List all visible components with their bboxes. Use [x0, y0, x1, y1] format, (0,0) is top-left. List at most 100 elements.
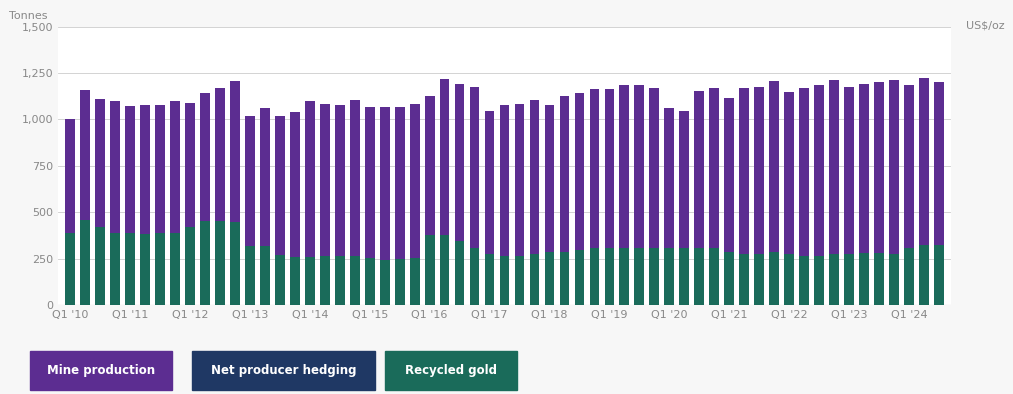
Bar: [844, 305, 854, 306]
Bar: [694, 305, 704, 306]
Bar: [590, 89, 600, 248]
Bar: [769, 81, 779, 252]
Bar: [814, 305, 824, 306]
Bar: [799, 305, 809, 306]
Bar: [155, 232, 165, 305]
Bar: [140, 305, 150, 306]
Bar: [260, 245, 269, 305]
Bar: [499, 106, 510, 256]
Bar: [440, 80, 450, 236]
Bar: [110, 101, 120, 232]
Bar: [934, 82, 944, 245]
Bar: [185, 227, 194, 305]
Bar: [424, 305, 435, 306]
Bar: [709, 248, 719, 305]
Bar: [410, 305, 419, 306]
Bar: [904, 248, 914, 305]
Bar: [290, 112, 300, 257]
Text: Mine production: Mine production: [48, 364, 155, 377]
Bar: [65, 119, 75, 232]
Bar: [889, 80, 899, 254]
Bar: [755, 87, 764, 254]
Bar: [335, 305, 344, 306]
Bar: [665, 248, 675, 305]
Bar: [170, 232, 180, 305]
Bar: [455, 305, 465, 306]
Bar: [724, 305, 734, 306]
Bar: [830, 305, 839, 306]
Bar: [724, 252, 734, 305]
Bar: [230, 81, 240, 223]
Bar: [470, 248, 479, 305]
Bar: [155, 104, 165, 232]
Bar: [605, 248, 614, 305]
Bar: [769, 305, 779, 306]
Bar: [484, 254, 494, 305]
Bar: [739, 305, 749, 306]
Bar: [215, 221, 225, 305]
Bar: [799, 88, 809, 256]
Bar: [380, 260, 390, 305]
Bar: [185, 103, 194, 227]
Bar: [65, 232, 75, 305]
Bar: [559, 305, 569, 306]
Bar: [605, 89, 614, 248]
Bar: [335, 256, 344, 305]
Bar: [140, 104, 150, 234]
Bar: [424, 236, 435, 305]
Bar: [260, 108, 269, 245]
Bar: [620, 85, 629, 248]
Bar: [230, 305, 240, 306]
Bar: [680, 248, 689, 305]
Bar: [530, 305, 539, 306]
Bar: [365, 258, 375, 305]
Bar: [680, 111, 689, 248]
Bar: [649, 88, 659, 248]
Bar: [349, 100, 360, 256]
Bar: [305, 257, 315, 305]
Bar: [230, 223, 240, 305]
Bar: [530, 254, 539, 305]
Bar: [665, 305, 675, 312]
Bar: [80, 90, 90, 219]
Bar: [889, 254, 899, 305]
Bar: [830, 254, 839, 305]
Bar: [455, 241, 465, 305]
Bar: [919, 305, 929, 306]
Bar: [545, 305, 554, 306]
Bar: [275, 116, 285, 255]
Bar: [919, 245, 929, 305]
Bar: [934, 305, 944, 306]
Bar: [499, 256, 510, 305]
Bar: [484, 111, 494, 254]
Bar: [590, 305, 600, 306]
Bar: [440, 236, 450, 305]
Bar: [874, 305, 884, 306]
Bar: [365, 107, 375, 258]
Bar: [799, 256, 809, 305]
Bar: [275, 255, 285, 305]
Bar: [365, 305, 375, 306]
Bar: [574, 250, 585, 305]
Bar: [201, 93, 210, 221]
Bar: [215, 305, 225, 306]
Bar: [694, 248, 704, 305]
Bar: [634, 305, 644, 306]
Bar: [395, 259, 404, 305]
Bar: [515, 256, 525, 305]
Bar: [620, 248, 629, 305]
Bar: [724, 98, 734, 252]
Bar: [245, 116, 255, 245]
Bar: [215, 88, 225, 221]
Bar: [545, 252, 554, 305]
Bar: [574, 93, 585, 250]
Bar: [80, 305, 90, 312]
Bar: [934, 245, 944, 305]
Bar: [499, 305, 510, 306]
Bar: [889, 305, 899, 306]
Bar: [709, 88, 719, 248]
Bar: [470, 87, 479, 248]
Bar: [305, 101, 315, 257]
Bar: [395, 107, 404, 259]
Bar: [919, 78, 929, 245]
